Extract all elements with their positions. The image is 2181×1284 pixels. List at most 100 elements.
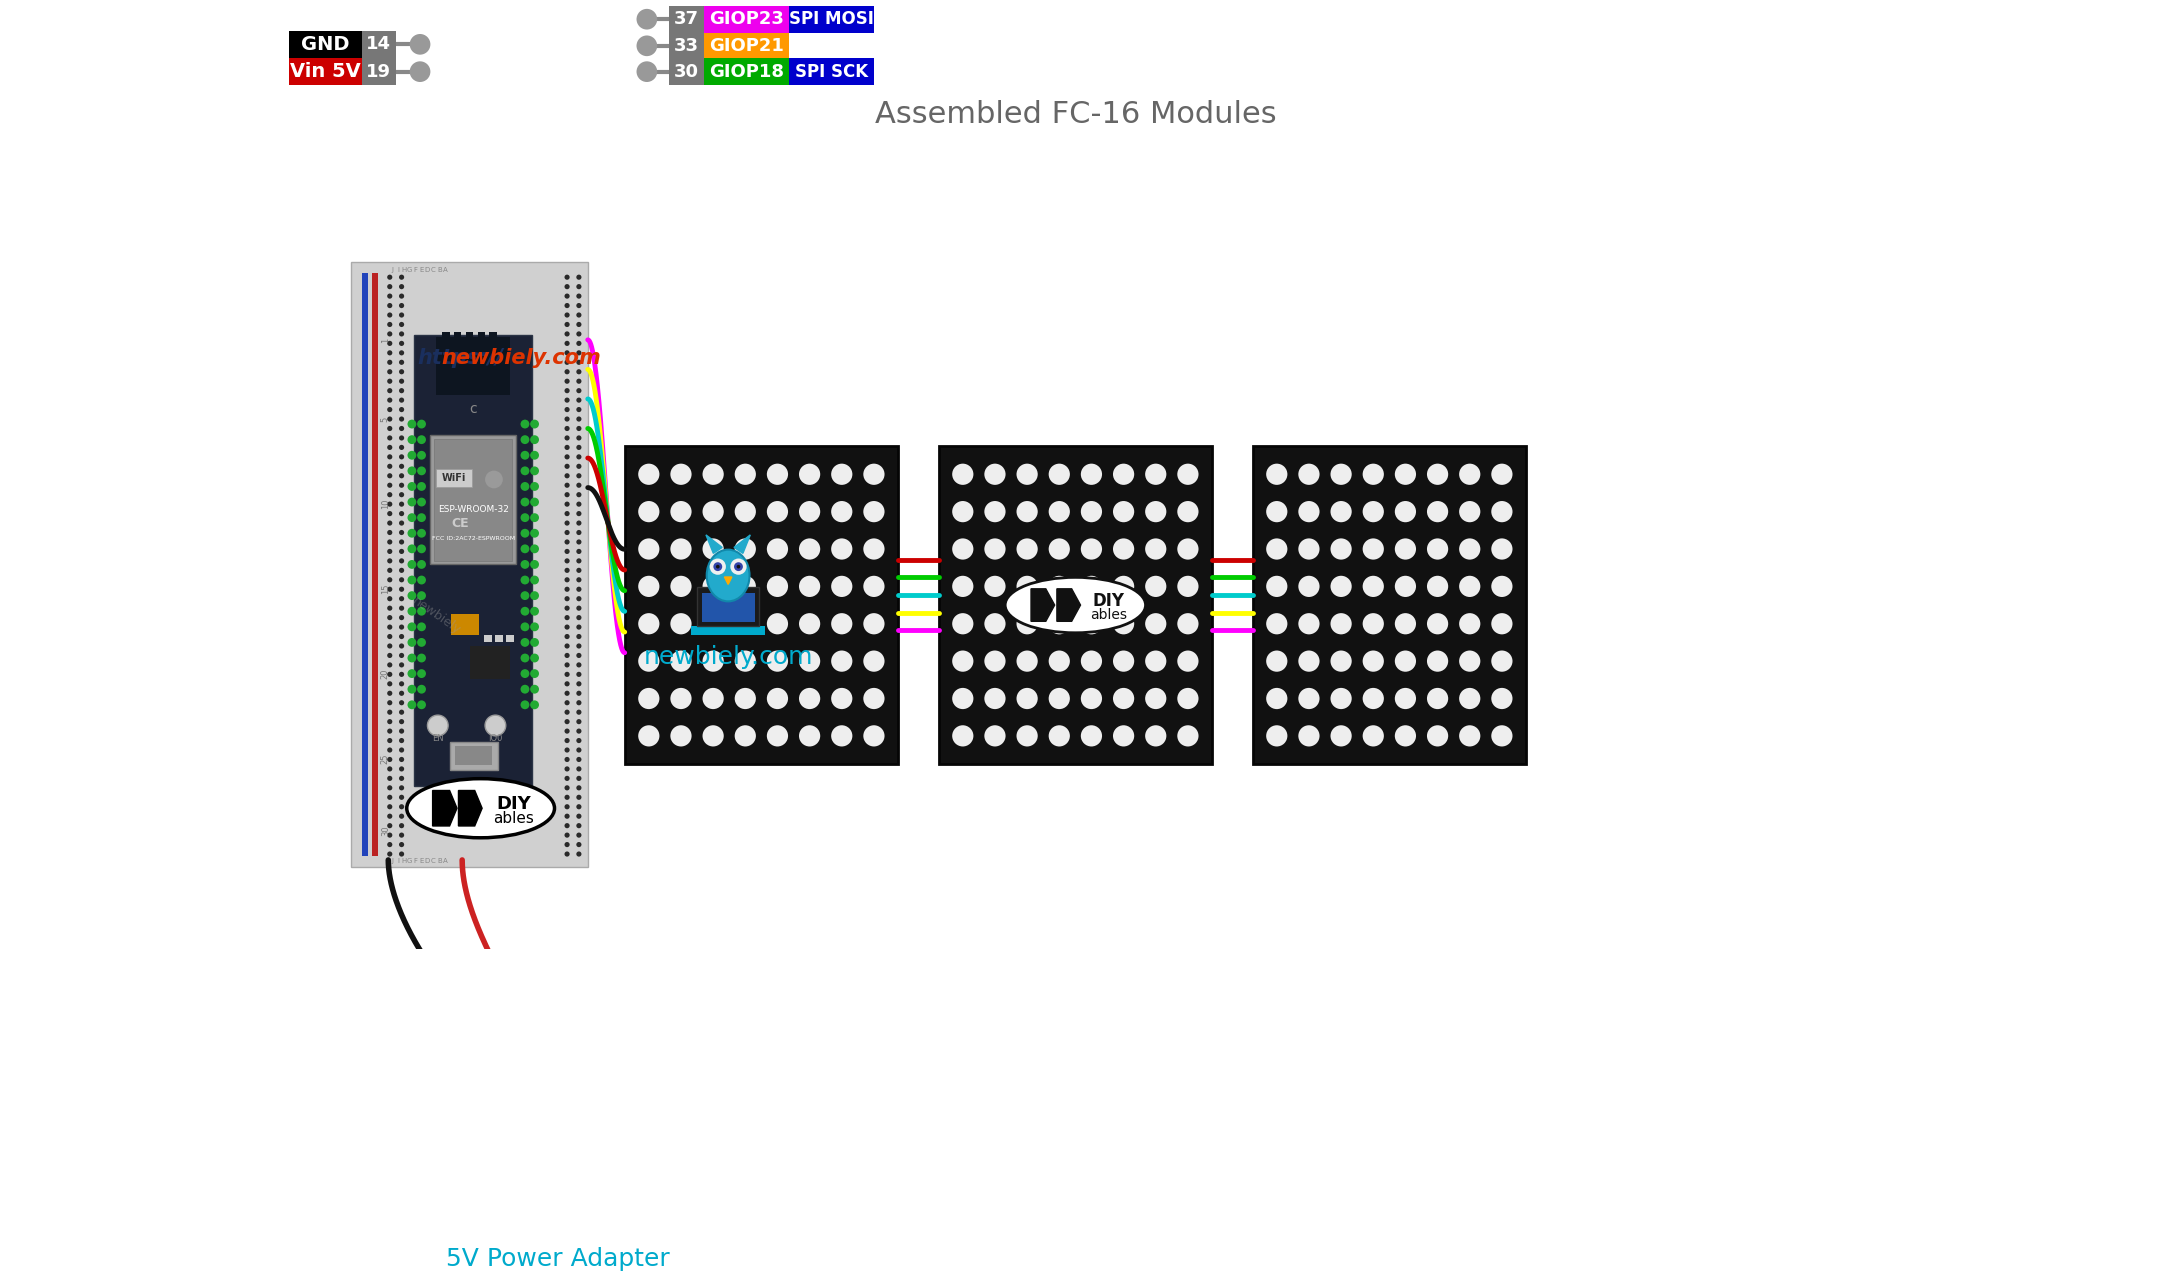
Circle shape bbox=[1396, 688, 1415, 709]
Circle shape bbox=[565, 455, 569, 460]
Circle shape bbox=[399, 435, 403, 440]
Circle shape bbox=[1426, 575, 1448, 597]
Circle shape bbox=[565, 388, 569, 393]
Circle shape bbox=[702, 688, 724, 709]
Circle shape bbox=[576, 578, 582, 583]
Circle shape bbox=[1330, 688, 1352, 709]
Circle shape bbox=[798, 575, 820, 597]
Circle shape bbox=[864, 575, 885, 597]
Circle shape bbox=[639, 614, 659, 634]
Circle shape bbox=[798, 614, 820, 634]
Circle shape bbox=[576, 842, 582, 847]
Circle shape bbox=[735, 538, 757, 560]
Circle shape bbox=[1492, 688, 1511, 709]
Circle shape bbox=[565, 474, 569, 479]
Bar bbox=[414, 335, 532, 786]
Text: 25: 25 bbox=[382, 752, 390, 764]
Circle shape bbox=[1112, 501, 1134, 523]
Bar bbox=[486, 1118, 508, 1140]
Circle shape bbox=[670, 575, 691, 597]
Circle shape bbox=[388, 426, 393, 431]
Circle shape bbox=[768, 688, 787, 709]
Circle shape bbox=[768, 575, 787, 597]
Circle shape bbox=[798, 725, 820, 746]
Circle shape bbox=[530, 591, 539, 600]
Circle shape bbox=[1426, 501, 1448, 523]
Circle shape bbox=[576, 814, 582, 819]
Text: G: G bbox=[408, 267, 412, 273]
Ellipse shape bbox=[707, 550, 750, 601]
Circle shape bbox=[521, 654, 530, 663]
Circle shape bbox=[388, 652, 393, 657]
Circle shape bbox=[399, 728, 403, 733]
Circle shape bbox=[702, 538, 724, 560]
Circle shape bbox=[417, 435, 425, 444]
Circle shape bbox=[1267, 538, 1287, 560]
Circle shape bbox=[388, 322, 393, 327]
Circle shape bbox=[530, 482, 539, 490]
Circle shape bbox=[417, 638, 425, 647]
Circle shape bbox=[1492, 651, 1511, 672]
Bar bbox=[456, 746, 491, 765]
Circle shape bbox=[864, 501, 885, 523]
Text: 5V Power Adapter: 5V Power Adapter bbox=[447, 1247, 670, 1271]
Circle shape bbox=[399, 738, 403, 743]
Circle shape bbox=[735, 688, 757, 709]
Circle shape bbox=[565, 682, 569, 687]
Circle shape bbox=[408, 435, 417, 444]
Text: Vin 5V: Vin 5V bbox=[290, 62, 360, 81]
Circle shape bbox=[388, 700, 393, 705]
Circle shape bbox=[565, 520, 569, 525]
Circle shape bbox=[399, 663, 403, 668]
Circle shape bbox=[399, 672, 403, 677]
Circle shape bbox=[417, 451, 425, 460]
Circle shape bbox=[388, 520, 393, 525]
Circle shape bbox=[953, 614, 973, 634]
Circle shape bbox=[1016, 538, 1038, 560]
Circle shape bbox=[521, 700, 530, 709]
Circle shape bbox=[576, 520, 582, 525]
Circle shape bbox=[1330, 725, 1352, 746]
Circle shape bbox=[399, 284, 403, 289]
Circle shape bbox=[565, 596, 569, 601]
Circle shape bbox=[984, 725, 1005, 746]
Circle shape bbox=[399, 426, 403, 431]
Circle shape bbox=[1267, 651, 1287, 672]
Circle shape bbox=[399, 398, 403, 403]
Circle shape bbox=[484, 715, 506, 736]
Circle shape bbox=[735, 562, 744, 571]
Circle shape bbox=[576, 530, 582, 535]
Circle shape bbox=[408, 700, 417, 709]
Bar bbox=[624, 447, 899, 764]
Circle shape bbox=[565, 767, 569, 772]
Circle shape bbox=[1330, 538, 1352, 560]
Circle shape bbox=[864, 651, 885, 672]
Ellipse shape bbox=[1005, 578, 1145, 633]
Circle shape bbox=[399, 351, 403, 356]
Circle shape bbox=[1363, 614, 1385, 634]
Circle shape bbox=[565, 275, 569, 280]
Circle shape bbox=[565, 559, 569, 564]
Circle shape bbox=[408, 498, 417, 506]
Circle shape bbox=[388, 398, 393, 403]
Circle shape bbox=[576, 719, 582, 724]
Circle shape bbox=[702, 501, 724, 523]
Circle shape bbox=[1049, 464, 1071, 485]
Circle shape bbox=[1298, 725, 1320, 746]
Circle shape bbox=[1330, 464, 1352, 485]
Circle shape bbox=[831, 614, 853, 634]
Circle shape bbox=[399, 539, 403, 544]
Circle shape bbox=[576, 502, 582, 507]
Circle shape bbox=[565, 511, 569, 516]
Circle shape bbox=[491, 1124, 504, 1135]
Text: GIOP21: GIOP21 bbox=[709, 37, 783, 55]
Text: DIY: DIY bbox=[1093, 592, 1125, 610]
Text: F: F bbox=[414, 267, 417, 273]
Circle shape bbox=[399, 303, 403, 308]
Circle shape bbox=[731, 559, 746, 575]
Text: 10: 10 bbox=[382, 498, 390, 508]
Circle shape bbox=[399, 416, 403, 421]
Circle shape bbox=[521, 482, 530, 490]
Circle shape bbox=[399, 275, 403, 280]
Circle shape bbox=[709, 559, 726, 575]
